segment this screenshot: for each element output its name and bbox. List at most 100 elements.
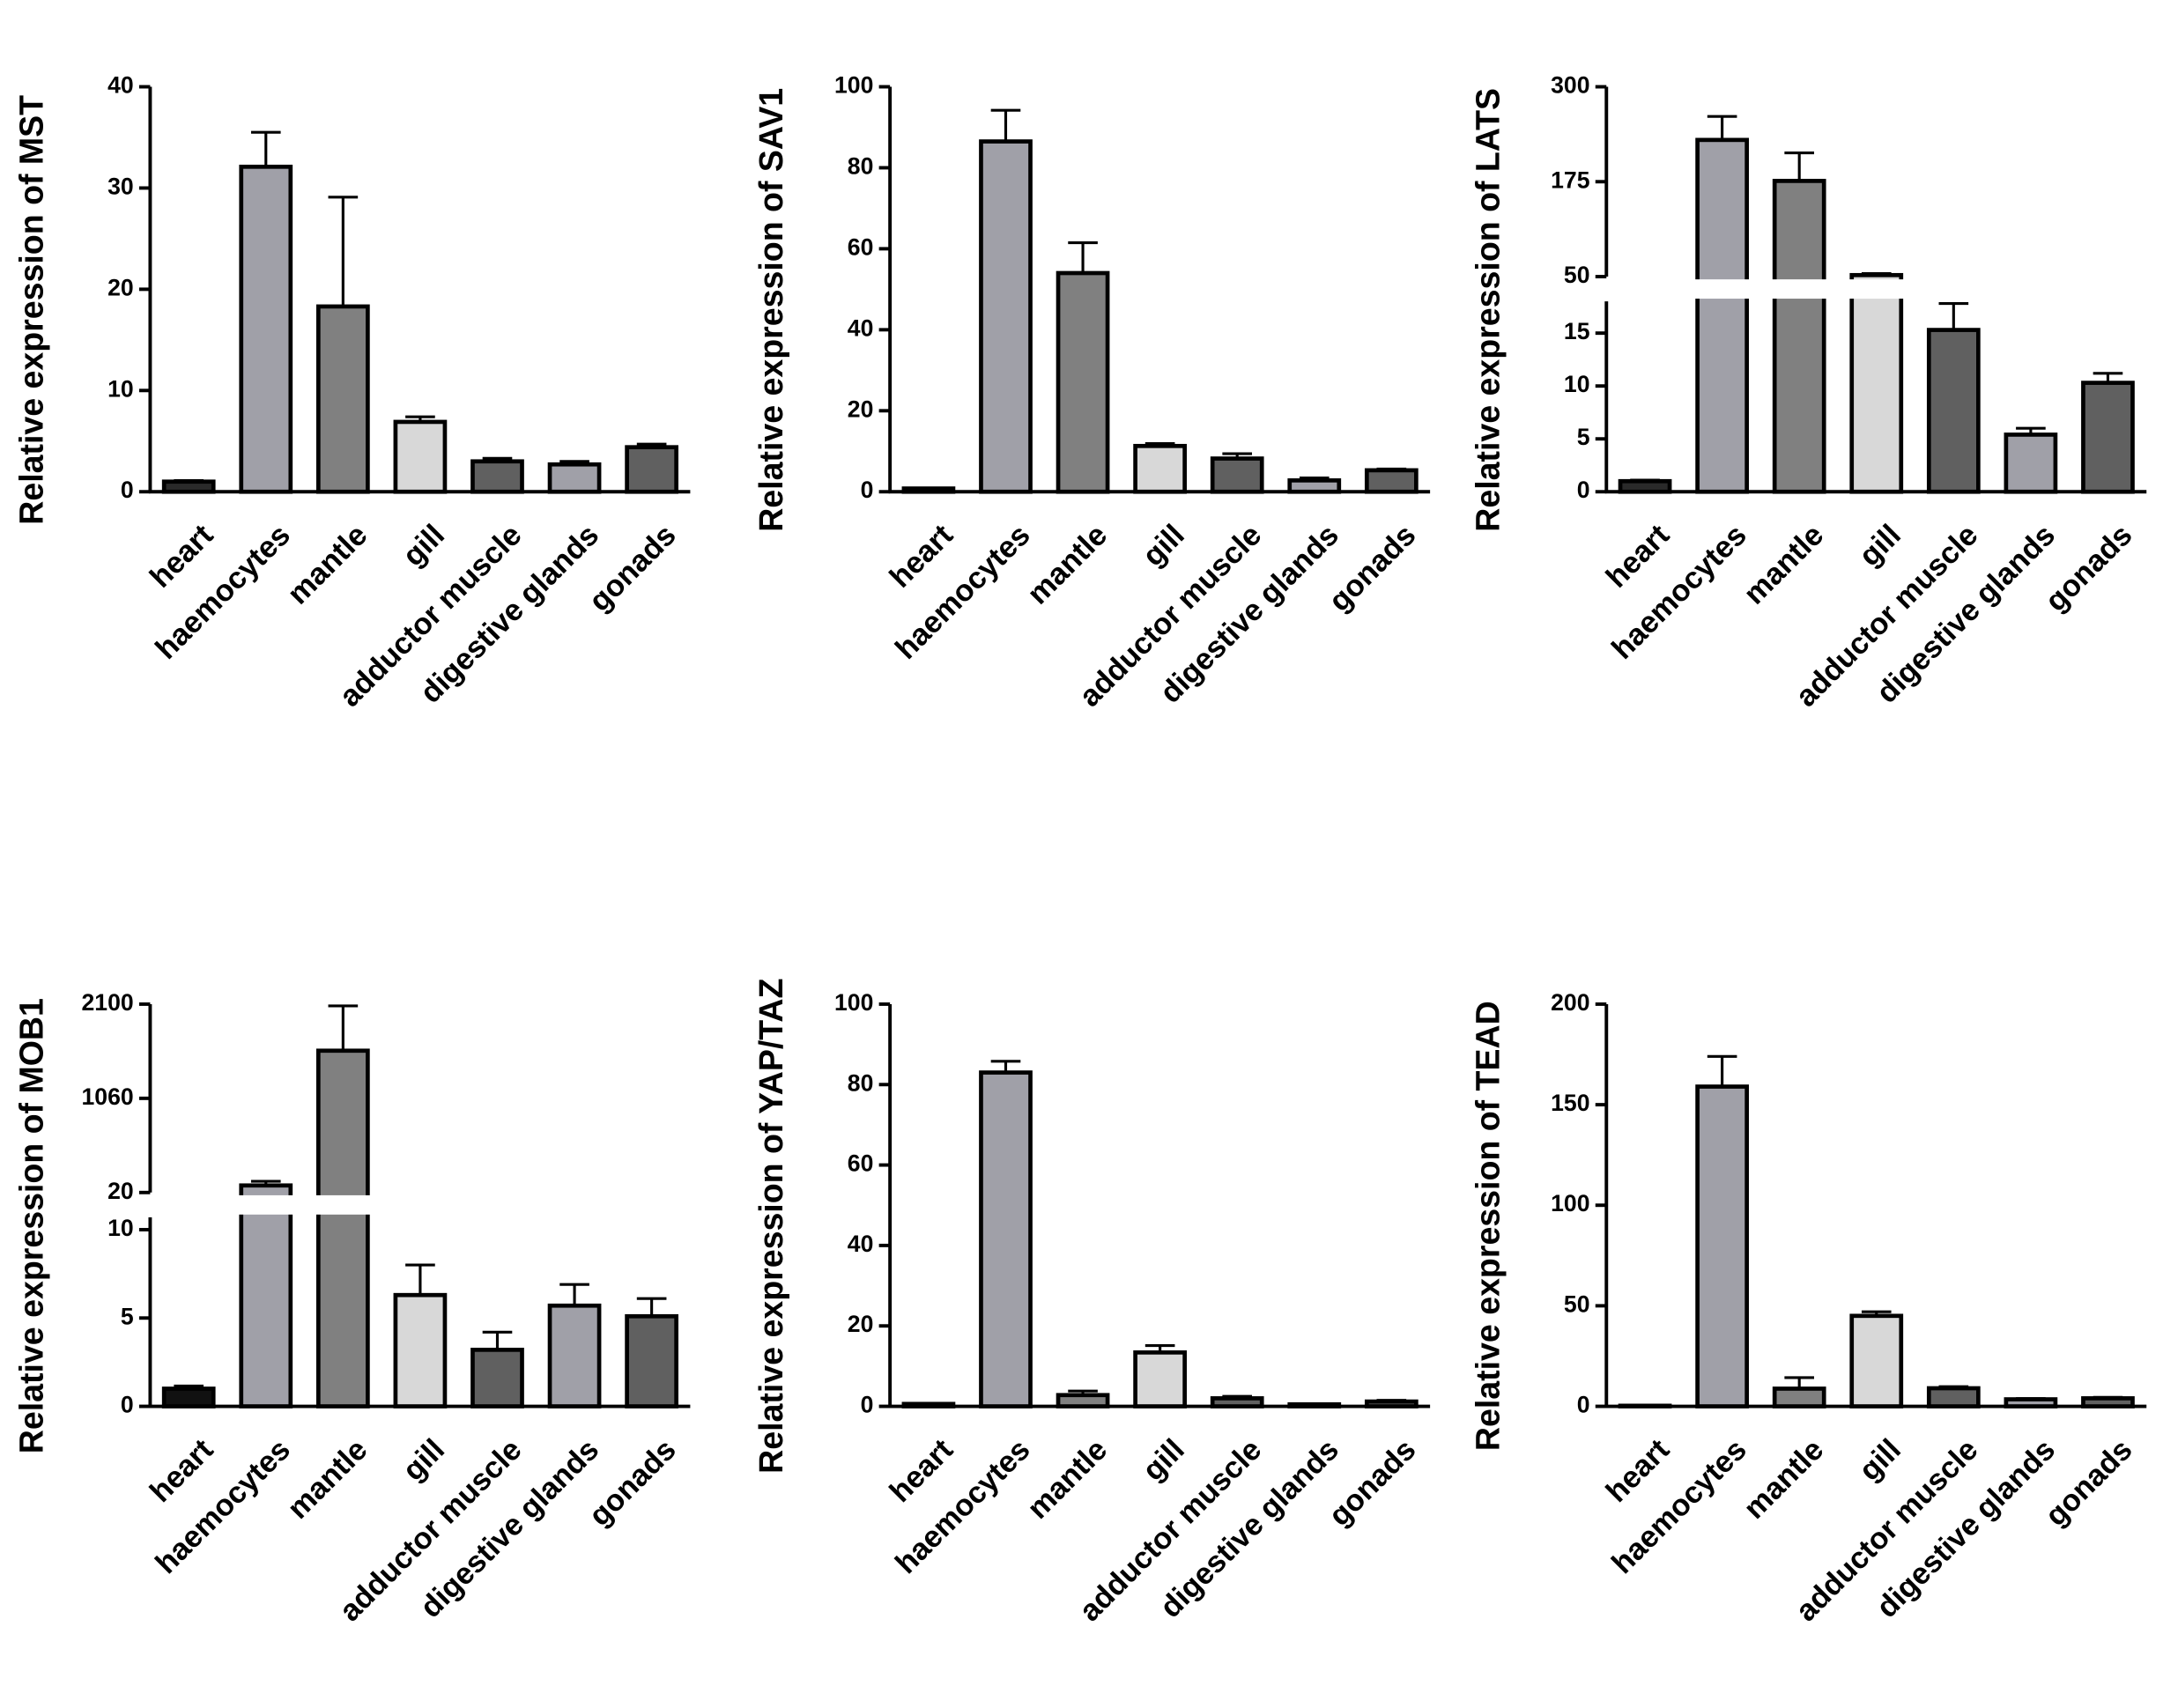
- y-tick-label: 80: [848, 152, 874, 179]
- bar: [2004, 1397, 2058, 1409]
- y-tick-label: 200: [1551, 989, 1589, 1016]
- axis-break: [152, 1194, 693, 1215]
- bar: [1287, 478, 1342, 494]
- bar: [2081, 1396, 2135, 1409]
- x-tick-label: mantle: [1021, 518, 1114, 610]
- y-tick-label: 5: [1577, 424, 1590, 450]
- bar: [1364, 468, 1419, 494]
- bar: [1056, 1393, 1110, 1409]
- x-tick-label: gonads: [2039, 518, 2138, 617]
- y-tick-label: 100: [1551, 1190, 1589, 1216]
- y-tick-label: 0: [861, 1392, 874, 1418]
- y-tick-label: 50: [1564, 262, 1590, 288]
- y-tick-label: 20: [848, 396, 874, 422]
- y-tick-label: 1060: [82, 1083, 134, 1110]
- y-tick-label: 20: [107, 1178, 134, 1204]
- bar: [625, 445, 678, 494]
- bar: [315, 304, 370, 494]
- bar: [1772, 1386, 1826, 1409]
- y-tick-label: 80: [848, 1069, 874, 1096]
- y-tick-label: 0: [121, 1392, 134, 1418]
- y-tick-label: 0: [1577, 477, 1590, 503]
- y-tick-label: 40: [848, 1231, 874, 1257]
- bar: [315, 1048, 370, 1409]
- bar: [393, 419, 448, 494]
- x-tick-label: gill: [1853, 1433, 1907, 1488]
- y-tick-label: 30: [107, 173, 134, 199]
- bar: [547, 462, 602, 494]
- y-tick-label: 40: [107, 72, 134, 99]
- y-tick-label: 300: [1551, 72, 1589, 99]
- y-axis-label: Relative expression of MOB1: [12, 998, 49, 1453]
- x-tick-label: mantle: [1737, 518, 1830, 610]
- x-tick-label: gill: [1853, 518, 1907, 573]
- bar: [979, 1070, 1033, 1409]
- bar: [1849, 272, 1904, 494]
- bar: [1618, 478, 1672, 494]
- x-tick-label: gonads: [582, 518, 682, 617]
- x-tick-label: mantle: [281, 518, 374, 610]
- x-tick-label: gill: [396, 518, 451, 573]
- y-axis-label: Relative expression of SAV1: [752, 88, 789, 532]
- bar: [1772, 179, 1826, 494]
- y-tick-label: 15: [1564, 318, 1590, 344]
- axis-break: [1609, 279, 2150, 299]
- y-tick-label: 40: [848, 314, 874, 341]
- y-axis-label: Relative expression of MST: [12, 95, 49, 525]
- y-tick-label: 0: [121, 477, 134, 503]
- bar: [625, 1313, 678, 1409]
- bar: [2004, 433, 2058, 494]
- y-tick-label: 175: [1551, 166, 1590, 193]
- bar: [1210, 1396, 1264, 1409]
- bar: [1210, 456, 1264, 494]
- bar: [161, 1386, 216, 1409]
- x-tick-label: mantle: [281, 1433, 374, 1526]
- y-tick-label: 50: [1564, 1290, 1590, 1317]
- bar: [239, 1183, 293, 1409]
- x-tick-label: haemocytes: [149, 518, 296, 665]
- y-tick-label: 10: [107, 1215, 134, 1241]
- y-tick-label: 20: [107, 274, 134, 300]
- y-tick-label: 20: [848, 1311, 874, 1337]
- bar: [470, 1348, 524, 1409]
- bar: [1133, 1350, 1187, 1409]
- bar: [901, 1401, 956, 1409]
- y-axis-label: Relative expression of YAP/TAZ: [752, 979, 789, 1474]
- x-tick-label: gonads: [582, 1433, 682, 1533]
- x-tick-label: haemocytes: [1605, 518, 1752, 665]
- y-tick-label: 100: [834, 989, 873, 1016]
- y-tick-label: 60: [848, 233, 874, 260]
- y-tick-label: 0: [1577, 1392, 1590, 1418]
- bar: [470, 459, 524, 494]
- y-tick-label: 10: [1564, 371, 1590, 397]
- x-tick-label: gill: [1137, 1433, 1191, 1488]
- x-tick-label: haemocytes: [889, 1433, 1036, 1580]
- x-tick-label: gonads: [1322, 518, 1422, 617]
- y-axis-label: Relative expression of LATS: [1469, 88, 1506, 532]
- bar: [2081, 381, 2135, 494]
- x-tick-label: haemocytes: [889, 518, 1036, 665]
- bar: [239, 164, 293, 494]
- bar: [1618, 1403, 1672, 1409]
- bar: [393, 1292, 448, 1409]
- bar: [1926, 1386, 1981, 1409]
- x-tick-label: gonads: [2039, 1433, 2138, 1533]
- y-tick-label: 60: [848, 1150, 874, 1177]
- bar: [1926, 328, 1981, 494]
- y-tick-label: 2100: [82, 989, 134, 1016]
- y-axis-label: Relative expression of TEAD: [1469, 1001, 1506, 1451]
- bar: [1695, 137, 1749, 494]
- y-tick-label: 100: [834, 72, 873, 99]
- x-tick-label: gill: [1137, 518, 1191, 573]
- y-tick-label: 10: [107, 375, 134, 402]
- y-tick-label: 5: [121, 1303, 134, 1329]
- bar: [547, 1303, 602, 1409]
- bar: [1287, 1401, 1342, 1409]
